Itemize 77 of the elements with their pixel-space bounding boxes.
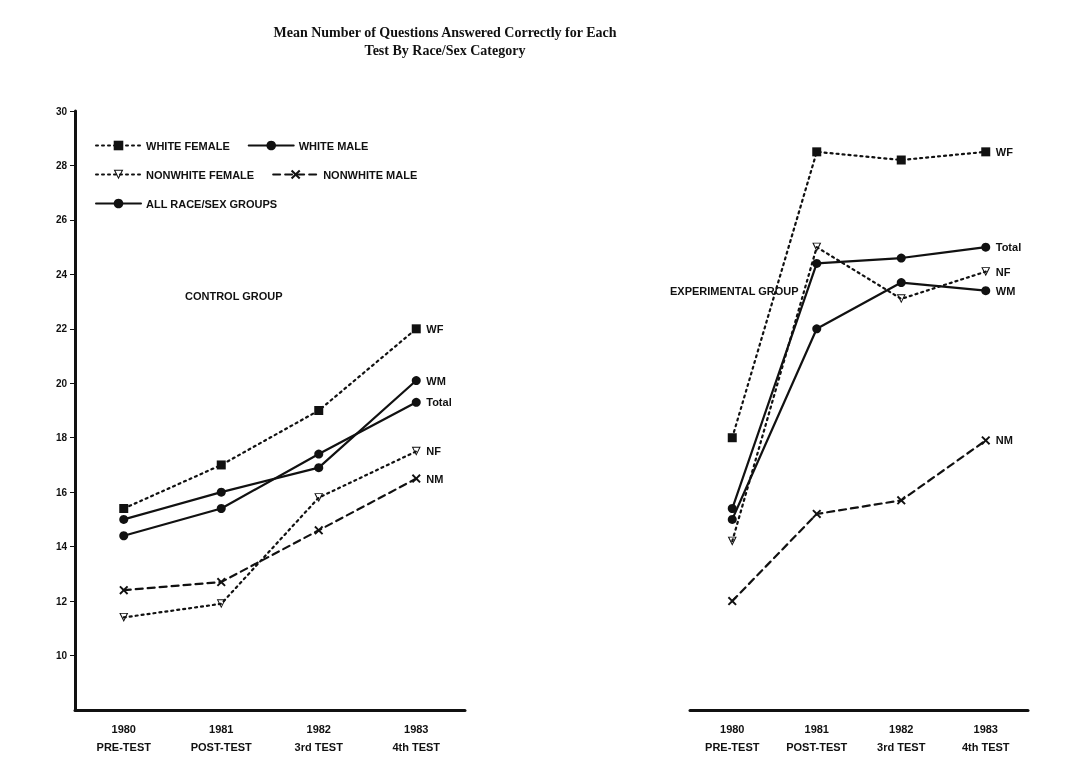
point — [981, 286, 991, 296]
legend-label: ALL RACE/SEX GROUPS — [146, 197, 278, 210]
x-tick-label: 1981 POST-TEST — [786, 723, 848, 753]
point — [812, 509, 822, 519]
point — [981, 242, 991, 252]
point — [896, 495, 906, 505]
point — [119, 504, 129, 514]
y-tick-label: 26 — [55, 214, 68, 226]
legend-label: NONWHITE MALE — [323, 168, 418, 181]
annotation: Total — [426, 396, 452, 409]
point — [981, 435, 991, 445]
annotation: NM — [426, 472, 444, 485]
point — [727, 536, 737, 546]
point — [119, 514, 129, 524]
point — [896, 253, 906, 263]
point — [981, 147, 991, 157]
y-tick-label: 10 — [55, 650, 68, 662]
point — [216, 577, 226, 587]
x-tick-label: 1981 POST-TEST — [190, 723, 253, 753]
point — [727, 433, 737, 443]
y-tick-label: 24 — [55, 268, 68, 280]
point — [411, 446, 421, 456]
x-tick-label: 1980 PRE-TEST — [705, 723, 760, 753]
point — [896, 294, 906, 304]
annotation: WF — [995, 145, 1014, 158]
y-tick-label: 30 — [55, 105, 68, 117]
y-tick-label: 14 — [55, 541, 68, 553]
chart-title: Mean Number of Questions Answered Correctly for Each Test By Race/Sex Category — [273, 24, 617, 58]
legend-label: WHITE FEMALE — [146, 139, 230, 152]
point — [812, 147, 822, 157]
annotation: CONTROL GROUP — [185, 289, 283, 302]
x-tick-label: 1980 PRE-TEST — [96, 723, 152, 753]
x-tick-label: 1982 3rd TEST — [294, 723, 344, 753]
annotation: WM — [995, 284, 1016, 297]
point — [216, 599, 226, 609]
y-tick-label: 20 — [55, 377, 68, 389]
annotation: NM — [995, 434, 1013, 447]
point — [411, 376, 421, 386]
y-tick-label: 16 — [55, 486, 68, 498]
point — [119, 612, 129, 622]
x-tick-label: 1982 3rd TEST — [877, 723, 926, 753]
point — [314, 463, 324, 473]
y-tick-label: 12 — [55, 595, 68, 607]
point — [411, 397, 421, 407]
point — [314, 449, 324, 459]
annotation: WF — [426, 322, 444, 335]
point — [896, 278, 906, 288]
annotation: NF — [995, 265, 1011, 278]
x-tick-label: 1983 4th TEST — [392, 723, 441, 753]
point — [216, 460, 226, 470]
point — [981, 267, 991, 277]
point — [314, 406, 324, 415]
point — [727, 504, 737, 514]
point — [812, 258, 822, 268]
point — [812, 242, 822, 252]
legend-label: WHITE MALE — [298, 139, 369, 152]
point — [314, 493, 324, 503]
point — [727, 596, 737, 606]
x-tick-label: 1983 4th TEST — [961, 723, 1010, 753]
point — [812, 324, 822, 334]
legend-label: NONWHITE FEMALE — [146, 168, 255, 181]
y-tick-label: 28 — [55, 159, 68, 171]
annotation: WM — [426, 374, 446, 387]
point — [727, 514, 737, 524]
point — [216, 487, 226, 497]
y-tick-label: 18 — [55, 432, 68, 444]
point — [411, 474, 421, 484]
point — [216, 504, 226, 514]
point — [119, 531, 129, 541]
point — [896, 155, 906, 165]
point — [119, 585, 129, 595]
point — [411, 324, 421, 334]
annotation: EXPERIMENTAL GROUP — [670, 284, 799, 297]
annotation: Total — [995, 241, 1022, 254]
y-tick-label: 22 — [55, 323, 68, 335]
point — [314, 525, 324, 535]
annotation: NF — [426, 445, 442, 458]
